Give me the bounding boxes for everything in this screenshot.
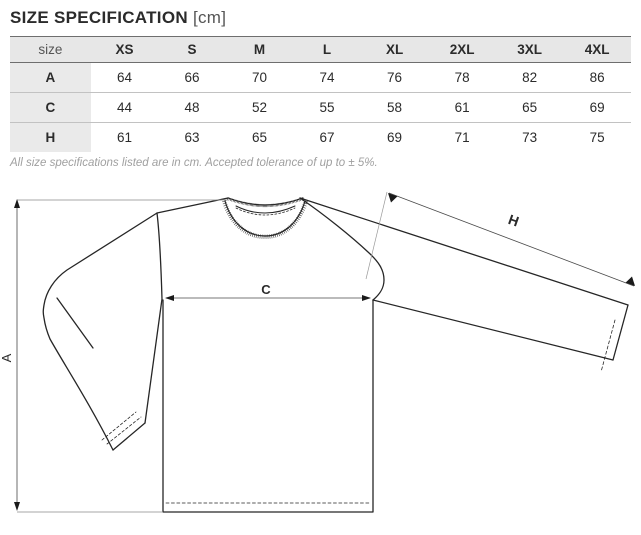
svg-text:C: C	[261, 282, 271, 297]
svg-text:A: A	[0, 353, 14, 362]
svg-text:H: H	[506, 211, 521, 229]
